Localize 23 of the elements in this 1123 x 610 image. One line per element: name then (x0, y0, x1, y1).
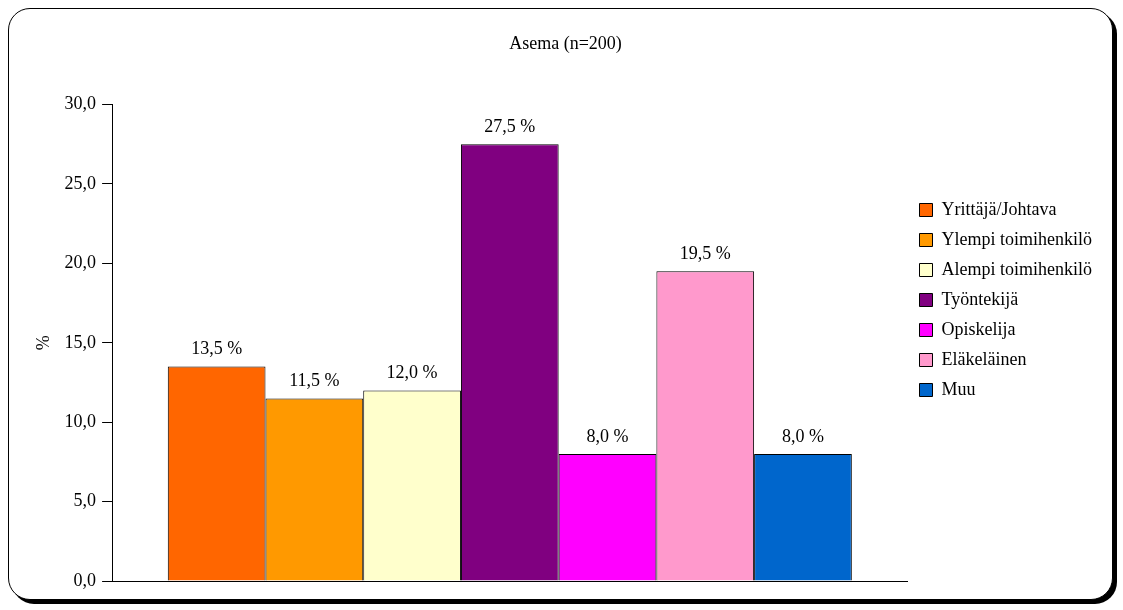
data-label: 8,0 % (586, 425, 629, 446)
y-tick-label: 0,0 (73, 569, 97, 590)
legend-label: Alempi toimihenkilö (941, 258, 1093, 279)
y-tick-label: 5,0 (73, 490, 97, 511)
data-label: 13,5 % (191, 338, 243, 359)
chart-title: Asema (n=200) (509, 32, 622, 54)
data-label: 27,5 % (484, 116, 536, 137)
legend-label: Eläkeläinen (941, 348, 1027, 369)
legend-label: Yrittäjä/Johtava (941, 198, 1057, 219)
legend-label: Opiskelija (941, 318, 1016, 339)
legend-label: Työntekijä (941, 288, 1019, 309)
legend-label: Muu (941, 378, 976, 399)
data-label: 11,5 % (289, 370, 340, 391)
legend-label: Ylempi toimihenkilö (941, 228, 1093, 249)
data-label: 8,0 % (781, 425, 824, 446)
y-tick-label: 25,0 (64, 172, 97, 193)
y-axis-title: % (32, 335, 53, 351)
y-tick-label: 30,0 (64, 93, 97, 114)
data-label: 19,5 % (679, 243, 731, 264)
y-tick-label: 10,0 (64, 410, 97, 431)
y-tick-label: 15,0 (64, 331, 97, 352)
y-tick-label: 20,0 (64, 252, 97, 273)
data-label: 12,0 % (386, 362, 438, 383)
